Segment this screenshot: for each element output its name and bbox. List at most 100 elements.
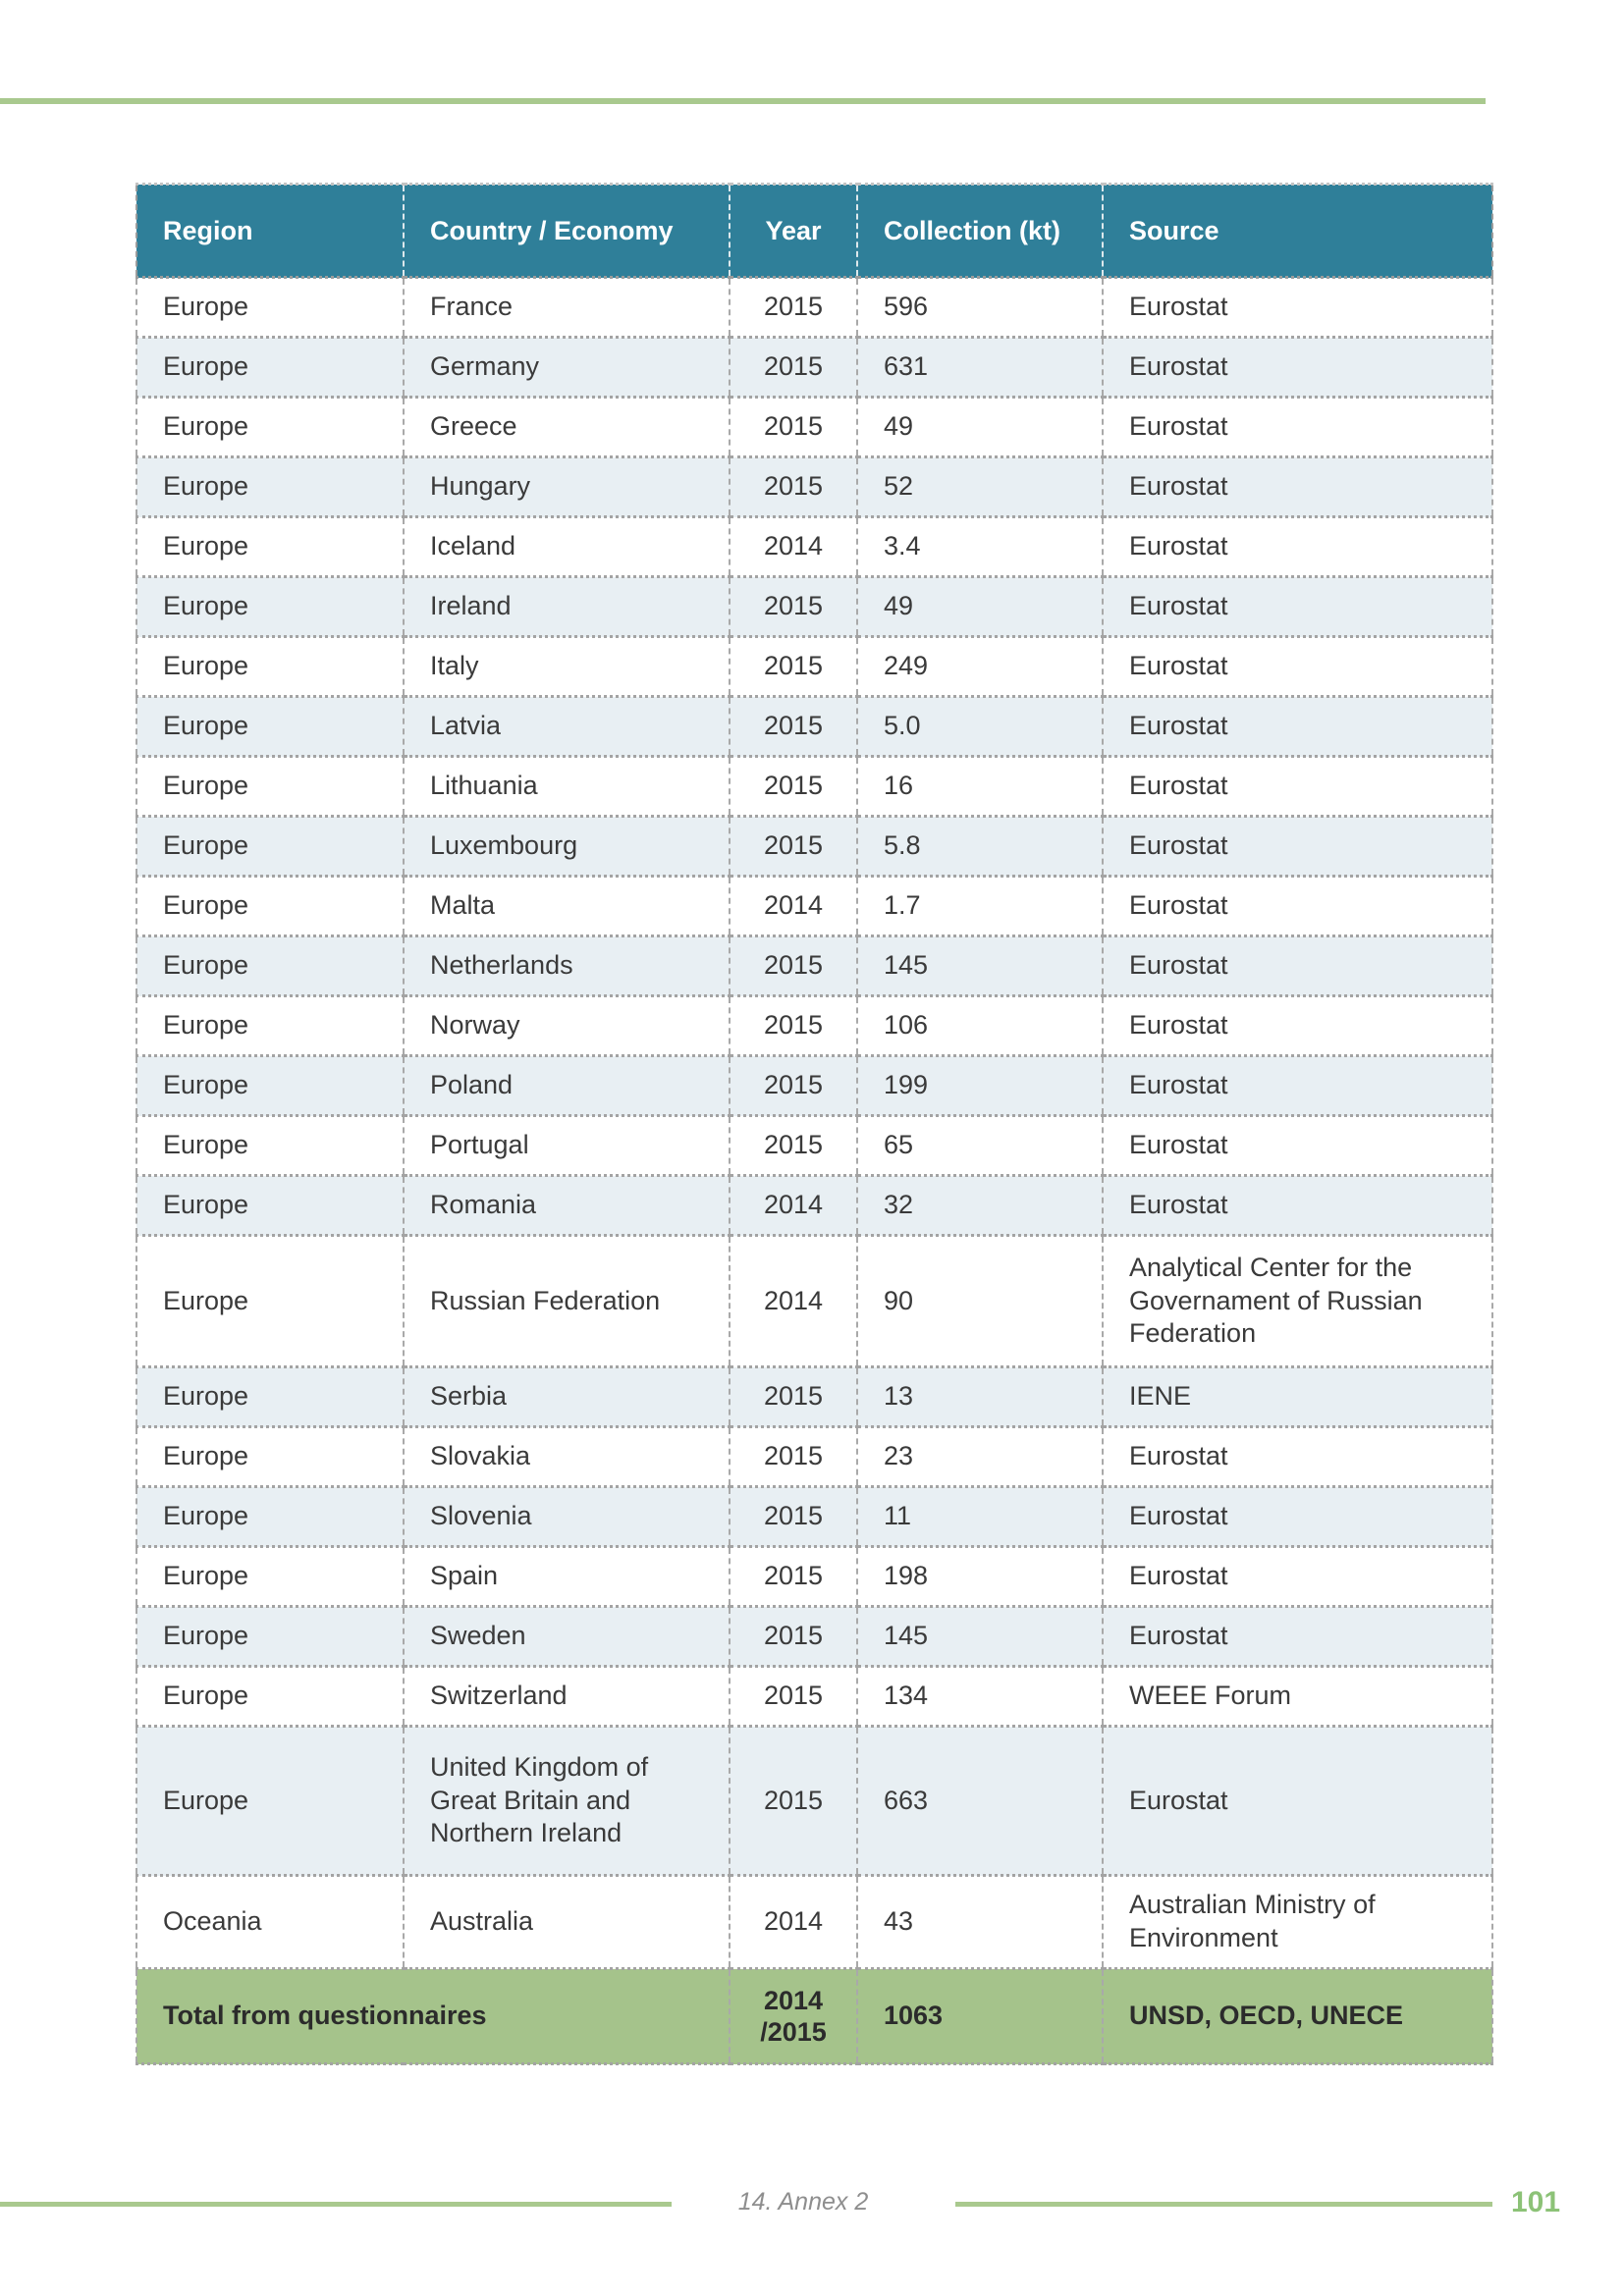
cell-source: Eurostat bbox=[1102, 635, 1493, 698]
cell-region: Europe bbox=[135, 695, 405, 758]
page-number: 101 bbox=[1510, 2186, 1561, 2218]
cell-collection: 3.4 bbox=[856, 515, 1104, 578]
cell-source: Eurostat bbox=[1102, 1605, 1493, 1668]
cell-source: Eurostat bbox=[1102, 934, 1493, 997]
cell-source: Eurostat bbox=[1102, 695, 1493, 758]
cell-source: Eurostat bbox=[1102, 1485, 1493, 1548]
cell-country: Switzerland bbox=[403, 1665, 731, 1728]
cell-source: WEEE Forum bbox=[1102, 1665, 1493, 1728]
table-row: Oceania Australia 2014 43 Australian Min… bbox=[135, 1874, 1493, 1970]
table-row: Europe France 2015 596 Eurostat bbox=[135, 276, 1493, 339]
cell-year: 2015 bbox=[729, 994, 858, 1057]
cell-year: 2015 bbox=[729, 1605, 858, 1668]
table-row: Europe Malta 2014 1.7 Eurostat bbox=[135, 875, 1493, 937]
table-row: Europe Portugal 2015 65 Eurostat bbox=[135, 1114, 1493, 1177]
cell-year: 2015 bbox=[729, 1725, 858, 1877]
table-row: Europe Ireland 2015 49 Eurostat bbox=[135, 575, 1493, 638]
cell-country: Slovakia bbox=[403, 1425, 731, 1488]
cell-year: 2015 bbox=[729, 1054, 858, 1117]
table-row: Europe Norway 2015 106 Eurostat bbox=[135, 994, 1493, 1057]
cell-source: Eurostat bbox=[1102, 815, 1493, 878]
cell-year: 2015 bbox=[729, 1485, 858, 1548]
table-row: Europe Romania 2014 32 Eurostat bbox=[135, 1174, 1493, 1237]
table-row: Europe Sweden 2015 145 Eurostat bbox=[135, 1605, 1493, 1668]
cell-collection: 596 bbox=[856, 276, 1104, 339]
cell-year: 2015 bbox=[729, 336, 858, 399]
cell-collection: 65 bbox=[856, 1114, 1104, 1177]
cell-country: Italy bbox=[403, 635, 731, 698]
table-row: Europe United Kingdom of Great Britain a… bbox=[135, 1725, 1493, 1877]
cell-region: Europe bbox=[135, 635, 405, 698]
cell-region: Europe bbox=[135, 396, 405, 458]
cell-region: Europe bbox=[135, 455, 405, 518]
table-row: Europe Greece 2015 49 Eurostat bbox=[135, 396, 1493, 458]
cell-region: Europe bbox=[135, 1605, 405, 1668]
cell-region: Europe bbox=[135, 1545, 405, 1608]
cell-source: Eurostat bbox=[1102, 455, 1493, 518]
cell-collection: 90 bbox=[856, 1234, 1104, 1368]
cell-year: 2015 bbox=[729, 1545, 858, 1608]
table-row: Europe Germany 2015 631 Eurostat bbox=[135, 336, 1493, 399]
cell-country: Poland bbox=[403, 1054, 731, 1117]
cell-year: 2015 bbox=[729, 396, 858, 458]
cell-source: Eurostat bbox=[1102, 1174, 1493, 1237]
cell-year: 2014 bbox=[729, 515, 858, 578]
table-header: Region Country / Economy Year Collection… bbox=[135, 183, 1493, 279]
cell-year: 2014 bbox=[729, 1234, 858, 1368]
cell-region: Europe bbox=[135, 1365, 405, 1428]
cell-country: Greece bbox=[403, 396, 731, 458]
total-source: UNSD, OECD, UNECE bbox=[1102, 1967, 1493, 2065]
cell-country: France bbox=[403, 276, 731, 339]
cell-region: Europe bbox=[135, 1425, 405, 1488]
cell-region: Europe bbox=[135, 575, 405, 638]
cell-source: Eurostat bbox=[1102, 1054, 1493, 1117]
cell-country: Ireland bbox=[403, 575, 731, 638]
cell-year: 2015 bbox=[729, 695, 858, 758]
cell-collection: 49 bbox=[856, 575, 1104, 638]
cell-source: Eurostat bbox=[1102, 276, 1493, 339]
table-row: Europe Serbia 2015 13 IENE bbox=[135, 1365, 1493, 1428]
cell-collection: 249 bbox=[856, 635, 1104, 698]
cell-source: Eurostat bbox=[1102, 336, 1493, 399]
cell-collection: 5.8 bbox=[856, 815, 1104, 878]
cell-collection: 52 bbox=[856, 455, 1104, 518]
cell-region: Europe bbox=[135, 1114, 405, 1177]
cell-source: Eurostat bbox=[1102, 1114, 1493, 1177]
cell-collection: 13 bbox=[856, 1365, 1104, 1428]
cell-country: Spain bbox=[403, 1545, 731, 1608]
table-row: Europe Iceland 2014 3.4 Eurostat bbox=[135, 515, 1493, 578]
cell-year: 2015 bbox=[729, 1665, 858, 1728]
cell-collection: 1.7 bbox=[856, 875, 1104, 937]
cell-collection: 134 bbox=[856, 1665, 1104, 1728]
header-cell-country: Country / Economy bbox=[403, 183, 731, 279]
footer-annex-label: 14. Annex 2 bbox=[737, 2188, 869, 2216]
cell-collection: 5.0 bbox=[856, 695, 1104, 758]
cell-country: Sweden bbox=[403, 1605, 731, 1668]
cell-region: Europe bbox=[135, 1725, 405, 1877]
cell-year: 2015 bbox=[729, 455, 858, 518]
cell-year: 2014 bbox=[729, 1174, 858, 1237]
cell-year: 2015 bbox=[729, 1425, 858, 1488]
cell-year: 2015 bbox=[729, 635, 858, 698]
table-footer: Total from questionnaires 2014 /2015 106… bbox=[135, 1967, 1493, 2065]
cell-collection: 199 bbox=[856, 1054, 1104, 1117]
cell-country: Luxembourg bbox=[403, 815, 731, 878]
cell-country: Germany bbox=[403, 336, 731, 399]
header-cell-source: Source bbox=[1102, 183, 1493, 279]
cell-collection: 49 bbox=[856, 396, 1104, 458]
table-row: Europe Netherlands 2015 145 Eurostat bbox=[135, 934, 1493, 997]
table-row: Europe Slovakia 2015 23 Eurostat bbox=[135, 1425, 1493, 1488]
cell-collection: 32 bbox=[856, 1174, 1104, 1237]
cell-year: 2015 bbox=[729, 276, 858, 339]
cell-region: Europe bbox=[135, 875, 405, 937]
collection-data-table: Region Country / Economy Year Collection… bbox=[135, 183, 1493, 2065]
cell-source: Eurostat bbox=[1102, 1545, 1493, 1608]
cell-collection: 16 bbox=[856, 755, 1104, 818]
cell-collection: 106 bbox=[856, 994, 1104, 1057]
footer-rule-right bbox=[955, 2202, 1492, 2207]
cell-source: Australian Ministry of Environment bbox=[1102, 1874, 1493, 1970]
cell-region: Europe bbox=[135, 1054, 405, 1117]
cell-source: Analytical Center for the Governament of… bbox=[1102, 1234, 1493, 1368]
cell-collection: 145 bbox=[856, 1605, 1104, 1668]
cell-region: Europe bbox=[135, 755, 405, 818]
